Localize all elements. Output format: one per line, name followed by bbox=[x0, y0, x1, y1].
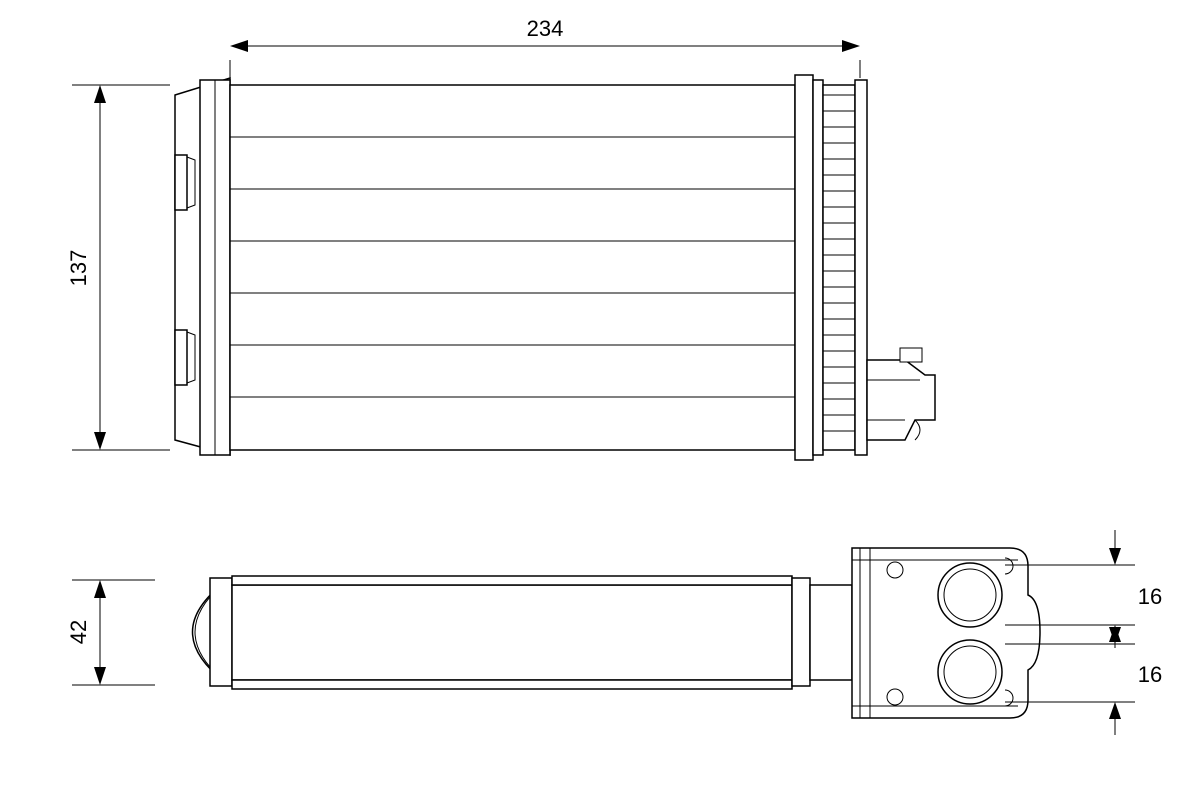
dimension-height: 137 bbox=[66, 85, 170, 450]
technical-drawing: 234 137 bbox=[0, 0, 1200, 800]
dimension-width: 234 bbox=[230, 16, 860, 78]
dim-height-text: 137 bbox=[66, 250, 91, 287]
dimension-depth: 42 bbox=[66, 580, 155, 685]
dim-depth-text: 42 bbox=[66, 620, 91, 644]
right-teeth bbox=[823, 85, 855, 450]
bottom-view bbox=[193, 548, 1041, 718]
dim-port1-text: 16 bbox=[1138, 584, 1162, 609]
dim-width-text: 234 bbox=[527, 16, 564, 41]
top-view bbox=[175, 75, 935, 460]
dim-port2-text: 16 bbox=[1138, 662, 1162, 687]
connector-side bbox=[867, 348, 935, 440]
